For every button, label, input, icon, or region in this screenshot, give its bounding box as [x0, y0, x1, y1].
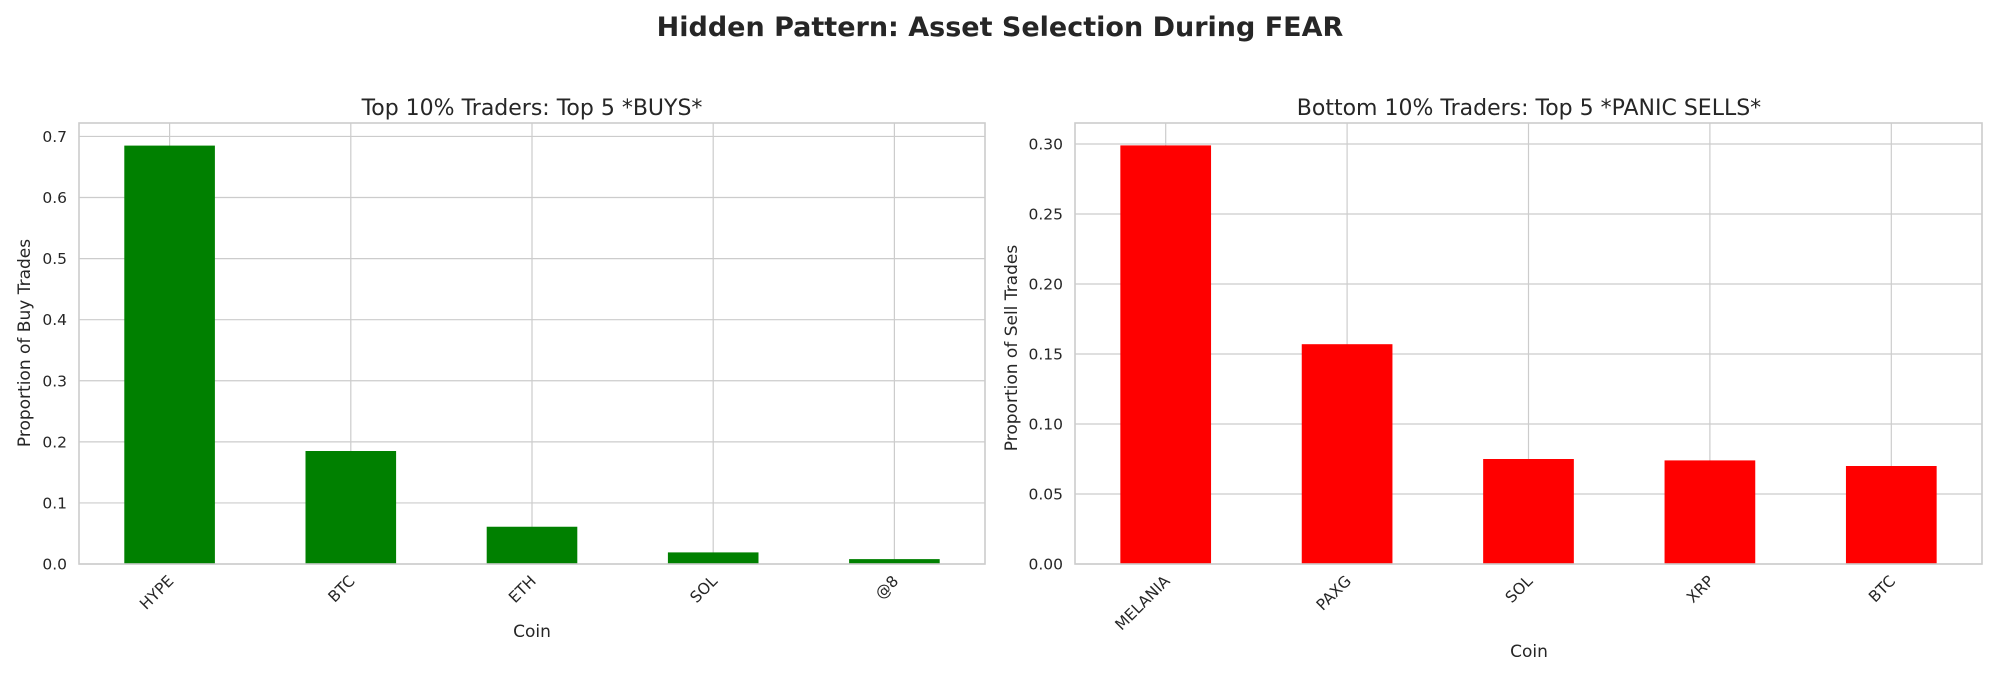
buys-chart: Top 10% Traders: Top 5 *BUYS* Coin Propo…: [15, 96, 986, 642]
buys-chart-title: Top 10% Traders: Top 5 *BUYS*: [361, 96, 703, 121]
buys-xtick-label: BTC: [325, 572, 359, 606]
buys-bar-btc: [305, 451, 397, 564]
buys-bar-sol: [667, 552, 759, 564]
buys-bar-hype: [124, 145, 215, 564]
sells-xtick-label: BTC: [1865, 572, 1899, 606]
buys-ytick-label: 0.1: [42, 494, 67, 512]
buys-chart-xlabel: Coin: [513, 622, 551, 642]
sells-ytick-label: 0.05: [1028, 486, 1063, 504]
buys-plot-frame: [78, 122, 986, 565]
buys-ytick-label: 0.3: [42, 372, 67, 390]
sells-bar-btc: [1845, 466, 1937, 564]
sells-xtick-label: XRP: [1683, 572, 1717, 606]
sells-bar-sol: [1483, 459, 1574, 564]
sells-xtick-label: SOL: [1502, 572, 1537, 607]
sells-chart: Bottom 10% Traders: Top 5 *PANIC SELLS* …: [1002, 96, 1983, 662]
sells-chart-xlabel: Coin: [1510, 642, 1548, 662]
sells-chart-title: Bottom 10% Traders: Top 5 *PANIC SELLS*: [1297, 96, 1761, 121]
sells-ytick-label: 0.00: [1028, 556, 1063, 574]
sells-bar-paxg: [1301, 344, 1393, 564]
buys-ytick-label: 0.4: [42, 311, 67, 329]
sells-bar-melania: [1120, 145, 1212, 564]
buys-bar-8: [849, 559, 940, 564]
buys-bar-eth: [486, 526, 578, 564]
sells-ytick-label: 0.30: [1028, 136, 1063, 154]
buys-xtick-label: @8: [872, 572, 903, 603]
sells-chart-ylabel: Proportion of Sell Trades: [1002, 245, 1022, 452]
buys-xtick-label: SOL: [687, 572, 722, 607]
buys-chart-ylabel: Proportion of Buy Trades: [15, 239, 35, 447]
buys-gridlines: [79, 123, 985, 565]
buys-ytick-label: 0.7: [42, 128, 67, 146]
sells-ytick-label: 0.20: [1028, 276, 1063, 294]
buys-ytick-label: 0.0: [42, 556, 67, 574]
sells-ytick-label: 0.10: [1028, 416, 1063, 434]
sells-ytick-label: 0.25: [1028, 206, 1063, 224]
buys-xtick-label: HYPE: [136, 572, 177, 613]
sells-ytick-label: 0.15: [1028, 346, 1063, 364]
buys-ytick-label: 0.5: [42, 250, 67, 268]
buys-ytick-label: 0.2: [42, 433, 67, 451]
sells-plot-frame: [1074, 122, 1983, 565]
buys-xtick-label: ETH: [505, 572, 540, 607]
sells-xtick-label: MELANIA: [1112, 572, 1174, 634]
sells-xtick-label: PAXG: [1313, 572, 1355, 614]
figure-title: Hidden Pattern: Asset Selection During F…: [657, 12, 1344, 43]
sells-bar-xrp: [1664, 460, 1756, 564]
buys-ytick-label: 0.6: [42, 189, 67, 207]
